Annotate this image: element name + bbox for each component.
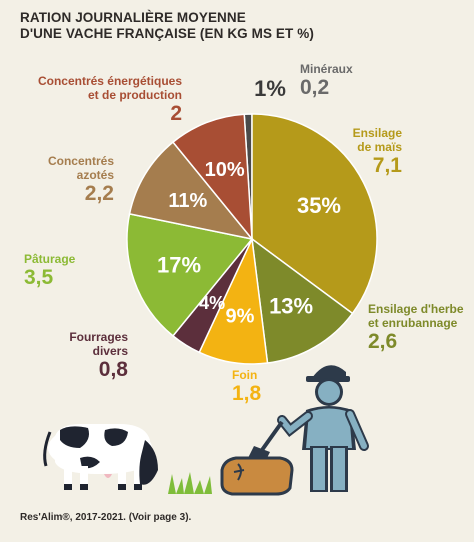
slice-label-4: Pâturage 3,5 — [24, 252, 75, 290]
pie-slice-6 — [171, 113, 253, 242]
slice-category-4-line-0: Pâturage — [24, 252, 76, 266]
slice-value-3: 0,8 — [98, 358, 128, 381]
chart-title-line-2: D'UNE VACHE FRANÇAISE (EN KG MS ET %) — [20, 26, 314, 41]
slice-category-0: Ensilage de maïs — [353, 126, 402, 154]
grass-illustration — [168, 472, 212, 494]
slice-value-1: 2,6 — [368, 330, 398, 353]
slice-category-2-line-0: Foin — [232, 368, 258, 382]
percent-label-7: 1% — [254, 76, 286, 101]
slice-label-5: Concentrés azotés 2,2 — [48, 154, 114, 206]
cow-illustration — [43, 424, 158, 490]
pie-slice-1 — [251, 237, 354, 364]
slice-value-6: 2 — [170, 102, 182, 125]
slice-label-0: Ensilage de maïs 7,1 — [353, 126, 402, 178]
slice-category-4: Pâturage — [24, 252, 75, 266]
slice-label-1: Ensilage d'herbe et enrubannage 2,6 — [368, 302, 464, 354]
slice-value-7: 0,2 — [300, 76, 330, 99]
slice-category-3: Fourrages divers — [69, 330, 128, 358]
farmer-illustration — [220, 365, 369, 496]
slice-category-6-line-1: et de production — [88, 88, 182, 102]
chart-title-line-1: RATION JOURNALIÈRE MOYENNE — [20, 10, 246, 25]
slice-value-2: 1,8 — [232, 382, 262, 405]
pie-slices — [126, 113, 378, 365]
slice-category-5-line-1: azotés — [76, 168, 114, 182]
pie-slice-5 — [128, 141, 254, 241]
percent-label-4: 17% — [157, 253, 201, 278]
pie-slice-4 — [126, 213, 254, 337]
pie-slice-0 — [251, 113, 378, 315]
slice-category-7-line-0: Minéraux — [300, 62, 353, 76]
slice-category-1: Ensilage d'herbe et enrubannage — [368, 302, 464, 330]
slice-category-3-line-1: divers — [92, 344, 128, 358]
chart-title: RATION JOURNALIÈRE MOYENNE D'UNE VACHE F… — [20, 10, 314, 42]
percent-label-1: 13% — [269, 294, 313, 319]
slice-category-0-line-0: Ensilage — [352, 126, 402, 140]
slice-value-5: 2,2 — [84, 182, 114, 205]
slice-label-2: Foin 1,8 — [232, 368, 261, 406]
percent-labels: 1% 35% 13% 9%4% 17% 11% 10% — [157, 76, 341, 328]
slice-value-4: 3,5 — [24, 266, 54, 289]
slice-category-6: Concentrés énergétiques et de production — [38, 74, 182, 102]
slice-category-3-line-0: Fourrages — [69, 330, 128, 344]
slice-label-6: Concentrés énergétiques et de production 2 — [38, 74, 182, 126]
slice-category-5: Concentrés azotés — [48, 154, 114, 182]
slice-category-7: Minéraux — [300, 62, 353, 76]
slice-category-1-line-1: et enrubannage — [368, 316, 458, 330]
slice-category-5-line-0: Concentrés — [47, 154, 114, 168]
slice-label-3: Fourrages divers 0,8 — [69, 330, 128, 382]
percent-label-6: 10% — [205, 159, 245, 181]
percent-label-2: 9% — [226, 306, 255, 328]
slice-category-0-line-1: de maïs — [357, 140, 402, 154]
slice-category-6-line-0: Concentrés énergétiques — [37, 74, 182, 88]
slice-value-0: 7,1 — [372, 154, 402, 177]
slice-category-1-line-0: Ensilage d'herbe — [368, 302, 464, 316]
slice-category-2: Foin — [232, 368, 261, 382]
slice-label-7: Minéraux 0,2 — [300, 62, 353, 100]
percent-label-3: 4% — [199, 293, 225, 313]
percent-label-5: 11% — [168, 190, 207, 212]
source-note: Res'Alim®, 2017-2021. (Voir page 3). — [20, 512, 192, 523]
percent-label-0: 35% — [297, 193, 341, 218]
